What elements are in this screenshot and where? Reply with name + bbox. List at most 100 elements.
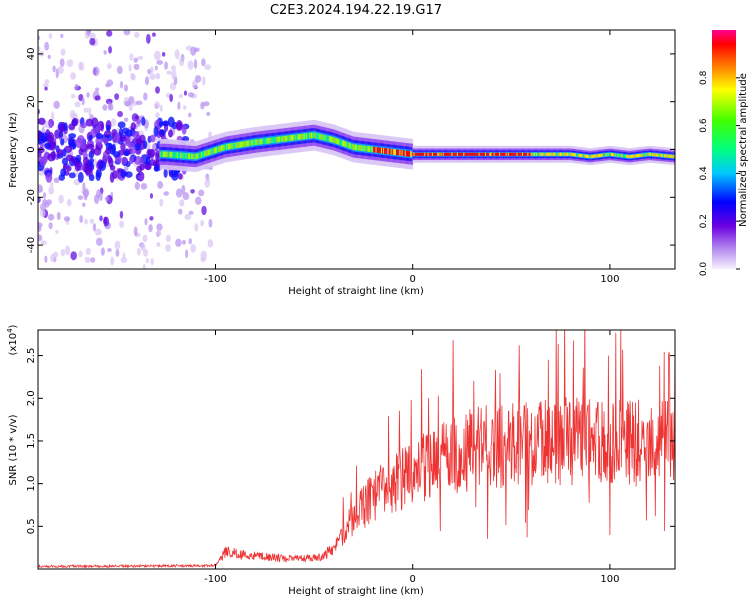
colorbar-tick-label: 0.4 (699, 166, 709, 181)
spectrogram-ridge-core (443, 152, 446, 156)
spectrogram-cell (155, 86, 160, 94)
snr-y-label: SNR (10 * v/v) (8, 414, 19, 485)
spectrogram-cell (94, 87, 100, 92)
spectrogram-cell (169, 82, 177, 91)
spectrogram-cell (200, 257, 206, 263)
spectrogram-ridge-core (584, 154, 587, 158)
spectrogram-cell (88, 174, 95, 182)
spectrogram-ridge-core (557, 152, 560, 156)
spectrogram-y-tick-label: 0 (26, 146, 37, 152)
snr-panel: -100 0 100 0.5 1.0 1.5 2.0 2.5 Height of strai… (6, 324, 676, 597)
spectrogram-cell (60, 48, 66, 56)
spectrogram-ridge-core (179, 152, 181, 159)
snr-x-ticks: -100 0 100 (204, 330, 619, 585)
spectrogram-ridge-core (259, 138, 262, 145)
spectrogram-ridge-core (655, 153, 658, 157)
spectrogram-cell (70, 251, 77, 261)
spectrogram-ridge-core (271, 137, 274, 144)
spectrogram-cell (190, 46, 197, 56)
spectrogram-cell (38, 35, 41, 41)
spectrogram-cell (40, 240, 47, 246)
spectrogram-ridge-core (631, 154, 634, 158)
spectrogram-cell (38, 222, 43, 229)
spectrogram-ridge-core (423, 152, 426, 156)
spectrogram-ridge-core (182, 152, 185, 159)
spectrogram-ridge-core (430, 152, 433, 156)
spectrogram-cell (151, 32, 156, 37)
spectrogram-ridge-core (350, 143, 353, 150)
spectrogram-ridge-core (255, 139, 257, 146)
spectrogram-ridge-core (514, 152, 517, 156)
spectrogram-cell (179, 199, 185, 207)
spectrogram-ridge-core (624, 154, 627, 158)
spectrogram-cell (187, 92, 195, 98)
spectrogram-ridge-core (351, 143, 354, 150)
spectrogram-cell (77, 195, 84, 200)
spectrogram-ridge-core (382, 147, 384, 154)
spectrogram-ridge-core (456, 152, 459, 156)
spectrogram-ridge-core (494, 152, 497, 156)
spectrogram-cell (56, 148, 64, 156)
spectrogram-cell (153, 50, 161, 61)
spectrogram-cell (123, 30, 131, 36)
spectrogram-ridge-core (666, 154, 669, 158)
spectrogram-cell (163, 168, 168, 178)
spectrogram-x-tick-label: 100 (600, 274, 619, 285)
spectrogram-ridge-core (546, 152, 549, 156)
spectrogram-ridge-core (544, 152, 547, 156)
spectrogram-cell (188, 210, 194, 215)
snr-x-tick-label: 0 (410, 574, 416, 585)
spectrogram-ridge-core (323, 134, 326, 141)
spectrogram-cell (194, 196, 202, 205)
spectrogram-ridge-core (229, 143, 231, 150)
spectrogram-cell (161, 52, 166, 57)
spectrogram-cell (115, 157, 122, 164)
spectrogram-cell (194, 75, 202, 83)
spectrogram-ridge-core (577, 153, 580, 157)
spectrogram-ridge-core (263, 138, 266, 145)
spectrogram-ridge-core (440, 152, 443, 156)
spectrogram-cell (198, 189, 205, 197)
spectrogram-cell (99, 192, 103, 202)
spectrogram-cell (178, 208, 183, 215)
spectrogram-ridge-core (378, 147, 381, 154)
spectrogram-ridge-core (222, 144, 225, 151)
spectrogram-ridge-core (540, 152, 543, 156)
spectrogram-ridge-core (309, 132, 312, 139)
spectrogram-ridge-core (493, 152, 496, 156)
spectrogram-cell (175, 238, 182, 247)
snr-x-tick-label: -100 (204, 574, 227, 585)
spectrogram-cell (60, 248, 66, 257)
spectrogram-cell (108, 45, 112, 54)
spectrogram-ridge-core (218, 146, 221, 153)
spectrogram-cell (184, 213, 192, 220)
spectrogram-ridge-core (495, 152, 498, 156)
spectrogram-ridge-core (336, 138, 339, 144)
spectrogram-cell (66, 165, 72, 172)
spectrogram-ridge-core (324, 134, 327, 141)
spectrogram-ridge-core (395, 149, 397, 156)
spectrogram-ridge-core (306, 133, 308, 139)
spectrogram-ridge-core (489, 152, 492, 156)
spectrogram-ridge-core (426, 152, 429, 156)
spectrogram-ridge-core (298, 134, 301, 140)
spectrogram-ridge-core (293, 134, 295, 141)
spectrogram-ridge-core (184, 152, 187, 159)
spectrogram-ridge-core (244, 141, 247, 147)
spectrogram-ridge-core (587, 154, 589, 158)
spectrogram-ridge-core (391, 148, 394, 155)
spectrogram-cell (38, 184, 43, 193)
spectrogram-ridge-core (239, 141, 242, 148)
spectrogram-cell (140, 243, 146, 252)
spectrogram-cell (89, 218, 94, 224)
spectrogram-cell (42, 192, 47, 199)
spectrogram-cell (200, 219, 205, 227)
spectrogram-ridge-core (551, 152, 554, 156)
spectrogram-cell (60, 33, 64, 39)
spectrogram-ridge-core (457, 152, 460, 156)
spectrogram-ridge-core (384, 148, 387, 154)
spectrogram-ridge-core (246, 140, 249, 147)
spectrogram-ridge-core (667, 154, 670, 158)
spectrogram-ridge-core (519, 152, 522, 156)
spectrogram-ridge-core (525, 152, 528, 156)
